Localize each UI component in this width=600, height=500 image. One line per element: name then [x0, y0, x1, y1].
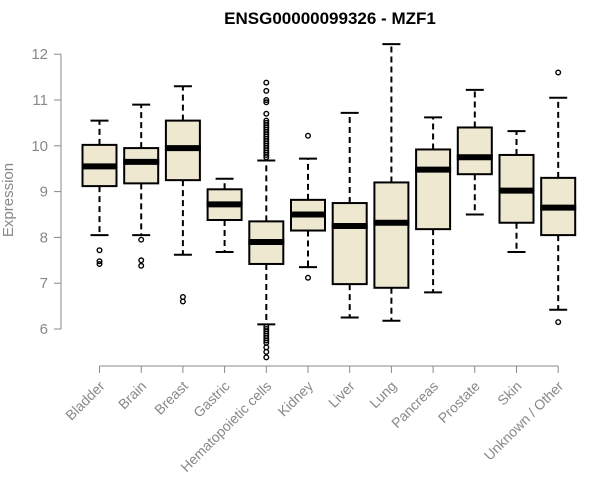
- outlier-point: [138, 257, 145, 264]
- outlier-point: [96, 260, 103, 267]
- outlier-point: [263, 79, 270, 86]
- outlier-point: [263, 348, 270, 355]
- y-tick-label: 8: [40, 229, 48, 246]
- box-bladder: [81, 119, 118, 267]
- outlier-point: [263, 337, 270, 344]
- outlier-point: [179, 298, 186, 305]
- y-tick-label: 6: [40, 321, 48, 338]
- x-tick-label-kidney: Kidney: [275, 378, 317, 420]
- x-tick-label-breast: Breast: [151, 378, 191, 418]
- outlier-point: [263, 154, 270, 161]
- iqr-box: [373, 181, 410, 289]
- box-hematopoietic-cells: [248, 79, 285, 361]
- x-tick-label-skin: Skin: [494, 378, 525, 409]
- outlier-point: [138, 262, 145, 269]
- outlier-point: [263, 110, 270, 117]
- y-axis-label: Expression: [0, 163, 17, 237]
- x-tick-label-unknown-other: Unknown / Other: [481, 378, 567, 464]
- box-liver: [331, 111, 368, 319]
- box-unknown-other: [540, 69, 577, 326]
- outlier-point: [96, 258, 103, 265]
- axes: 6 7 8 9 10 11 12: [31, 46, 559, 373]
- outlier-point: [263, 354, 270, 361]
- x-tick-label-prostate: Prostate: [435, 378, 483, 426]
- box-kidney: [290, 132, 326, 281]
- iqr-box: [415, 148, 452, 231]
- outlier-point: [305, 132, 312, 139]
- box-breast: [164, 85, 201, 305]
- box-lung: [373, 43, 410, 322]
- outlier-point: [305, 274, 312, 281]
- x-tick-label-liver: Liver: [325, 378, 358, 411]
- outlier-point: [263, 87, 270, 94]
- y-tick-label: 10: [31, 138, 48, 155]
- outlier-point: [263, 99, 270, 106]
- box-pancreas: [415, 116, 452, 294]
- outlier-point: [555, 319, 562, 326]
- box-prostate: [456, 88, 493, 216]
- y-tick-label: 11: [32, 92, 48, 109]
- box-gastric: [206, 177, 243, 254]
- box-skin: [498, 130, 535, 254]
- iqr-box: [331, 202, 368, 286]
- iqr-box: [123, 147, 160, 185]
- outlier-point: [138, 236, 145, 243]
- iqr-box: [456, 126, 493, 176]
- x-tick-label-bladder: Bladder: [62, 378, 108, 424]
- boxes: [81, 43, 577, 361]
- outlier-point: [96, 247, 103, 254]
- y-tick-label: 12: [31, 46, 48, 63]
- x-tick-label-lung: Lung: [366, 378, 399, 411]
- outlier-point: [263, 151, 270, 158]
- outlier-point: [555, 69, 562, 76]
- y-tick-label: 7: [40, 275, 48, 292]
- y-tick-label: 9: [40, 184, 48, 201]
- outlier-point: [263, 96, 270, 103]
- chart-title: ENSG00000099326 - MZF1: [224, 9, 436, 28]
- box-brain: [123, 103, 160, 269]
- x-tick-label-brain: Brain: [115, 378, 149, 412]
